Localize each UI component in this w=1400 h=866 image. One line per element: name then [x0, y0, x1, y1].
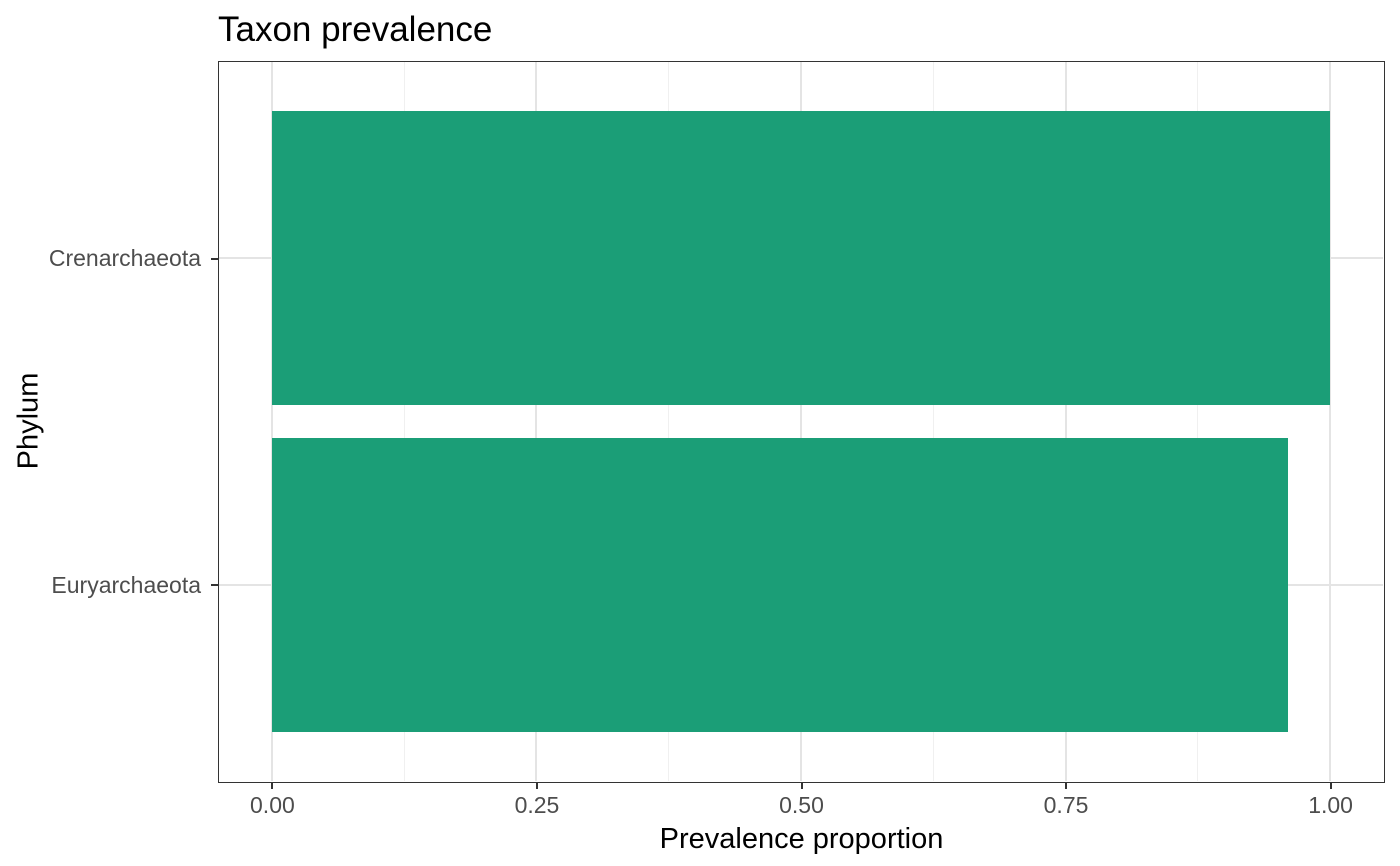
- x-tick-label: 0.75: [1043, 791, 1089, 818]
- gridline-minor-vertical: [668, 62, 670, 781]
- y-tick-mark: [211, 584, 218, 587]
- gridline-major-vertical: [1064, 62, 1067, 781]
- x-tick-mark: [535, 781, 538, 789]
- bar-crenarchaeota: [271, 111, 1331, 406]
- x-tick-label: 0.50: [779, 791, 824, 818]
- x-tick-mark: [1329, 781, 1332, 789]
- gridline-minor-vertical: [932, 62, 934, 781]
- x-tick-label: 0.25: [514, 791, 560, 818]
- x-tick-label: 1.00: [1308, 791, 1353, 818]
- y-tick-label: Crenarchaeota: [48, 245, 201, 272]
- gridline-major-vertical: [800, 62, 802, 781]
- gridline-major-vertical: [1329, 62, 1332, 781]
- y-tick-mark: [211, 257, 218, 260]
- plot-panel: [218, 61, 1385, 783]
- y-axis-title: Phylum: [12, 372, 45, 470]
- x-tick-mark: [800, 781, 803, 789]
- gridline-major-vertical: [270, 62, 273, 781]
- gridline-major-vertical: [535, 62, 538, 781]
- x-tick-label: 0.00: [250, 791, 295, 818]
- x-axis-title: Prevalence proportion: [659, 823, 944, 855]
- chart-title: Taxon prevalence: [218, 10, 493, 49]
- y-tick-label: Euryarchaeota: [51, 571, 201, 598]
- gridline-minor-vertical: [1197, 62, 1199, 781]
- bar-euryarchaeota: [271, 437, 1288, 732]
- x-tick-mark: [271, 781, 274, 789]
- x-tick-mark: [1065, 781, 1068, 789]
- gridline-minor-vertical: [403, 62, 405, 781]
